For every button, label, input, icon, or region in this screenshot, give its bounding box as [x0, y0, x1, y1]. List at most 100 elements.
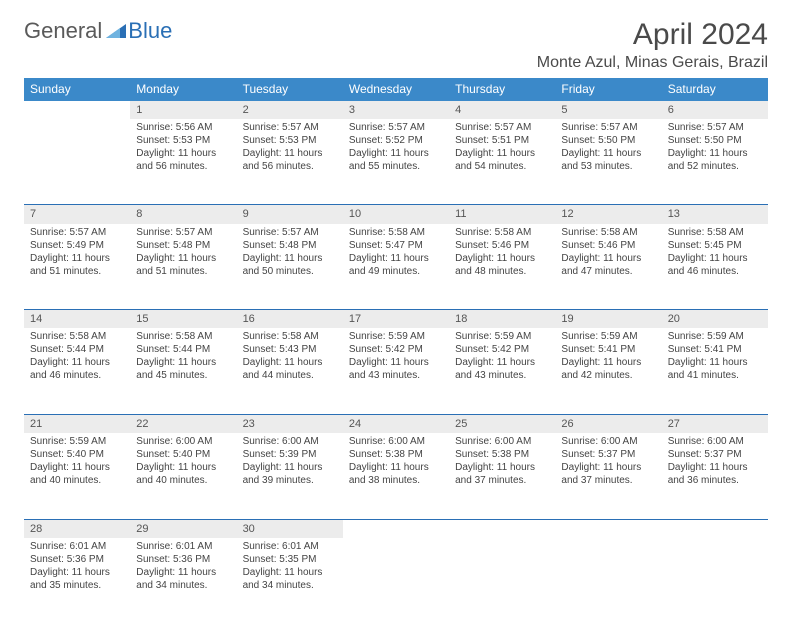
day-info-line: Sunrise: 5:57 AM [561, 121, 655, 134]
day-cell: Sunrise: 5:59 AMSunset: 5:41 PMDaylight:… [662, 328, 768, 414]
day-number-cell [24, 101, 130, 119]
weekday-header: Monday [130, 78, 236, 101]
day-cell: Sunrise: 6:00 AMSunset: 5:39 PMDaylight:… [237, 433, 343, 519]
day-info-line: Daylight: 11 hours and 52 minutes. [668, 147, 762, 173]
day-info-line: Sunset: 5:53 PM [243, 134, 337, 147]
day-info-line: Sunrise: 6:01 AM [30, 540, 124, 553]
day-cell: Sunrise: 5:59 AMSunset: 5:42 PMDaylight:… [449, 328, 555, 414]
day-cell [24, 119, 130, 205]
day-info-line: Sunset: 5:46 PM [561, 239, 655, 252]
day-cell [662, 538, 768, 624]
day-info-line: Daylight: 11 hours and 38 minutes. [349, 461, 443, 487]
day-number-cell: 26 [555, 414, 661, 433]
day-info-line: Daylight: 11 hours and 49 minutes. [349, 252, 443, 278]
day-cell: Sunrise: 5:58 AMSunset: 5:44 PMDaylight:… [130, 328, 236, 414]
day-info-line: Sunset: 5:51 PM [455, 134, 549, 147]
day-info-line: Sunset: 5:38 PM [349, 448, 443, 461]
header: General Blue April 2024 Monte Azul, Mina… [24, 18, 768, 72]
day-number-cell: 7 [24, 205, 130, 224]
day-info-line: Sunrise: 5:57 AM [455, 121, 549, 134]
logo-text-blue: Blue [128, 18, 172, 44]
day-info-line: Sunset: 5:50 PM [668, 134, 762, 147]
day-number-cell: 20 [662, 310, 768, 329]
day-number-cell: 4 [449, 101, 555, 119]
day-info-line: Daylight: 11 hours and 40 minutes. [30, 461, 124, 487]
day-number-cell: 12 [555, 205, 661, 224]
day-cell: Sunrise: 5:59 AMSunset: 5:42 PMDaylight:… [343, 328, 449, 414]
day-info-line: Daylight: 11 hours and 50 minutes. [243, 252, 337, 278]
day-info-line: Sunset: 5:43 PM [243, 343, 337, 356]
day-info-line: Sunrise: 6:00 AM [349, 435, 443, 448]
day-info-line: Sunrise: 5:57 AM [349, 121, 443, 134]
day-info-line: Sunrise: 5:59 AM [668, 330, 762, 343]
day-info-line: Daylight: 11 hours and 41 minutes. [668, 356, 762, 382]
day-cell: Sunrise: 6:01 AMSunset: 5:36 PMDaylight:… [24, 538, 130, 624]
day-info-line: Sunset: 5:50 PM [561, 134, 655, 147]
day-info-line: Sunset: 5:38 PM [455, 448, 549, 461]
day-info-line: Sunset: 5:44 PM [136, 343, 230, 356]
day-info-line: Daylight: 11 hours and 46 minutes. [30, 356, 124, 382]
day-info-line: Sunrise: 6:00 AM [455, 435, 549, 448]
day-cell: Sunrise: 5:57 AMSunset: 5:49 PMDaylight:… [24, 224, 130, 310]
day-info-line: Daylight: 11 hours and 53 minutes. [561, 147, 655, 173]
day-number-row: 78910111213 [24, 205, 768, 224]
day-cell: Sunrise: 6:01 AMSunset: 5:36 PMDaylight:… [130, 538, 236, 624]
day-cell: Sunrise: 5:57 AMSunset: 5:48 PMDaylight:… [130, 224, 236, 310]
day-cell [343, 538, 449, 624]
day-number-cell: 28 [24, 519, 130, 538]
day-info-line: Daylight: 11 hours and 51 minutes. [136, 252, 230, 278]
weekday-header: Tuesday [237, 78, 343, 101]
day-info-line: Sunset: 5:52 PM [349, 134, 443, 147]
day-cell: Sunrise: 5:58 AMSunset: 5:44 PMDaylight:… [24, 328, 130, 414]
calendar-table: SundayMondayTuesdayWednesdayThursdayFrid… [24, 78, 768, 624]
day-info-line: Sunset: 5:48 PM [243, 239, 337, 252]
day-cell [449, 538, 555, 624]
day-number-cell [662, 519, 768, 538]
day-info-line: Sunrise: 5:58 AM [455, 226, 549, 239]
day-info-line: Sunrise: 6:00 AM [668, 435, 762, 448]
day-cell: Sunrise: 5:59 AMSunset: 5:41 PMDaylight:… [555, 328, 661, 414]
day-info-line: Daylight: 11 hours and 46 minutes. [668, 252, 762, 278]
day-number-cell: 18 [449, 310, 555, 329]
day-info-line: Sunrise: 5:58 AM [561, 226, 655, 239]
weekday-header-row: SundayMondayTuesdayWednesdayThursdayFrid… [24, 78, 768, 101]
day-number-cell: 6 [662, 101, 768, 119]
location-text: Monte Azul, Minas Gerais, Brazil [537, 54, 768, 72]
day-info-line: Sunset: 5:44 PM [30, 343, 124, 356]
day-cell: Sunrise: 5:57 AMSunset: 5:50 PMDaylight:… [555, 119, 661, 205]
day-info-line: Sunrise: 5:57 AM [668, 121, 762, 134]
day-info-line: Sunset: 5:37 PM [668, 448, 762, 461]
logo-triangle-icon [106, 18, 126, 44]
day-info-line: Sunrise: 5:58 AM [668, 226, 762, 239]
day-info-line: Sunset: 5:46 PM [455, 239, 549, 252]
day-number-row: 21222324252627 [24, 414, 768, 433]
day-cell: Sunrise: 6:00 AMSunset: 5:37 PMDaylight:… [662, 433, 768, 519]
day-number-cell: 25 [449, 414, 555, 433]
day-content-row: Sunrise: 5:57 AMSunset: 5:49 PMDaylight:… [24, 224, 768, 310]
day-info-line: Daylight: 11 hours and 51 minutes. [30, 252, 124, 278]
day-info-line: Daylight: 11 hours and 37 minutes. [455, 461, 549, 487]
day-content-row: Sunrise: 5:56 AMSunset: 5:53 PMDaylight:… [24, 119, 768, 205]
day-number-cell: 30 [237, 519, 343, 538]
calendar-body: 123456Sunrise: 5:56 AMSunset: 5:53 PMDay… [24, 101, 768, 624]
day-number-cell: 19 [555, 310, 661, 329]
day-number-cell: 9 [237, 205, 343, 224]
day-cell: Sunrise: 6:00 AMSunset: 5:38 PMDaylight:… [343, 433, 449, 519]
day-number-cell: 3 [343, 101, 449, 119]
day-number-cell [343, 519, 449, 538]
day-cell: Sunrise: 5:58 AMSunset: 5:46 PMDaylight:… [555, 224, 661, 310]
day-info-line: Sunset: 5:48 PM [136, 239, 230, 252]
day-cell: Sunrise: 5:58 AMSunset: 5:47 PMDaylight:… [343, 224, 449, 310]
day-info-line: Sunrise: 6:00 AM [136, 435, 230, 448]
day-cell: Sunrise: 5:58 AMSunset: 5:46 PMDaylight:… [449, 224, 555, 310]
day-number-cell: 11 [449, 205, 555, 224]
day-info-line: Sunset: 5:40 PM [136, 448, 230, 461]
day-info-line: Sunset: 5:42 PM [455, 343, 549, 356]
day-info-line: Daylight: 11 hours and 47 minutes. [561, 252, 655, 278]
day-info-line: Sunset: 5:39 PM [243, 448, 337, 461]
day-cell: Sunrise: 5:57 AMSunset: 5:48 PMDaylight:… [237, 224, 343, 310]
day-number-row: 123456 [24, 101, 768, 119]
day-info-line: Daylight: 11 hours and 44 minutes. [243, 356, 337, 382]
day-info-line: Daylight: 11 hours and 42 minutes. [561, 356, 655, 382]
day-info-line: Sunrise: 5:58 AM [136, 330, 230, 343]
